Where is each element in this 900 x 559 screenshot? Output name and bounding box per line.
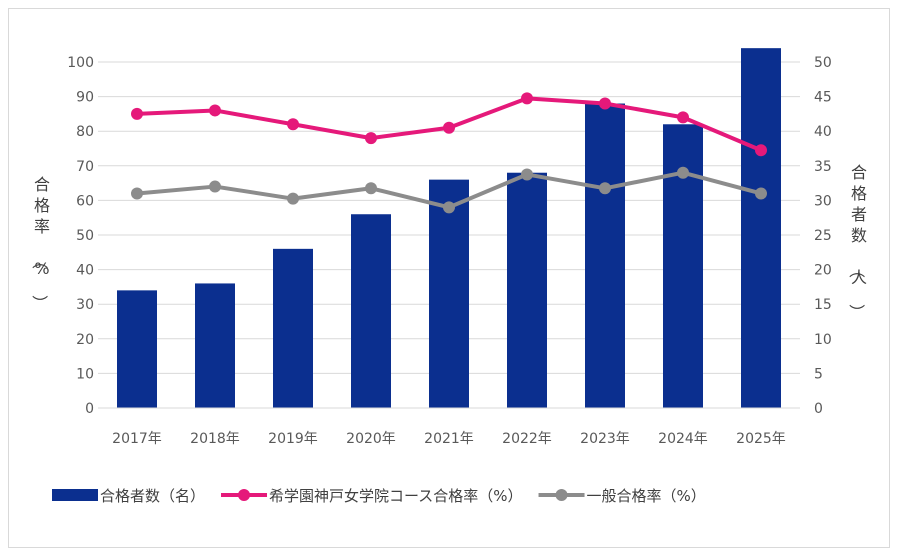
left-tick-label: 70 bbox=[76, 159, 94, 175]
right-tick-label: 45 bbox=[814, 90, 832, 106]
right-tick-label: 50 bbox=[814, 55, 832, 71]
line-point bbox=[521, 92, 533, 105]
bar bbox=[429, 179, 469, 408]
line-point bbox=[755, 144, 767, 157]
x-axis-ticks: 2017年 2018年 2019年 2020年 2021年 2022年 2023年 2024年… bbox=[112, 431, 786, 447]
line-point bbox=[599, 182, 611, 195]
x-tick-label: 2022年 bbox=[502, 431, 552, 447]
legend-label: 一般合格率（%） bbox=[587, 487, 706, 505]
right-tick-label: 30 bbox=[814, 193, 832, 209]
left-tick-label: 30 bbox=[76, 297, 94, 313]
bar bbox=[507, 172, 547, 408]
line-point bbox=[365, 182, 377, 195]
line-point bbox=[521, 168, 533, 181]
line-point bbox=[677, 111, 689, 124]
line-point bbox=[443, 121, 455, 134]
right-tick-label: 25 bbox=[814, 228, 832, 244]
x-tick-label: 2023年 bbox=[580, 431, 630, 447]
x-tick-label: 2025年 bbox=[736, 431, 786, 447]
left-axis-title: 合格率（%） bbox=[30, 175, 50, 311]
bar bbox=[351, 214, 391, 408]
right-tick-label: 15 bbox=[814, 297, 832, 313]
line-point bbox=[287, 118, 299, 131]
legend-marker bbox=[238, 489, 251, 501]
bar bbox=[117, 290, 157, 408]
left-tick-label: 40 bbox=[76, 263, 94, 279]
left-tick-label: 80 bbox=[76, 124, 94, 140]
right-tick-label: 20 bbox=[814, 263, 832, 279]
axis-title-text: 合格者数（人） bbox=[847, 163, 867, 320]
legend-label: 希学園神戸女学院コース合格率（%） bbox=[269, 487, 523, 505]
axis-title-text: 合格率（%） bbox=[30, 175, 50, 311]
line-point bbox=[443, 201, 455, 214]
bar bbox=[195, 283, 235, 408]
legend-swatch bbox=[52, 489, 98, 501]
bar-series bbox=[117, 48, 781, 409]
x-tick-label: 2019年 bbox=[268, 431, 318, 447]
line-point bbox=[287, 192, 299, 205]
right-tick-label: 35 bbox=[814, 159, 832, 175]
left-tick-label: 90 bbox=[76, 90, 94, 106]
line-point bbox=[599, 97, 611, 110]
x-tick-label: 2021年 bbox=[424, 431, 474, 447]
right-axis-ticks: 0 5 10 15 20 25 30 35 40 45 50 bbox=[814, 55, 832, 417]
line-point bbox=[131, 107, 143, 120]
left-tick-label: 20 bbox=[76, 332, 94, 348]
line-point bbox=[209, 180, 221, 193]
legend-item: 希学園神戸女学院コース合格率（%） bbox=[221, 487, 523, 505]
line-point bbox=[131, 187, 143, 200]
legend-marker bbox=[555, 489, 568, 501]
x-tick-label: 2017年 bbox=[112, 431, 162, 447]
legend-label: 合格者数（名） bbox=[100, 487, 205, 505]
line-point bbox=[209, 104, 221, 117]
x-tick-label: 2024年 bbox=[658, 431, 708, 447]
left-tick-label: 0 bbox=[85, 401, 94, 417]
left-tick-label: 60 bbox=[76, 193, 94, 209]
bar bbox=[273, 248, 313, 408]
right-tick-label: 40 bbox=[814, 124, 832, 140]
x-tick-label: 2020年 bbox=[346, 431, 396, 447]
right-axis-title: 合格者数（人） bbox=[847, 163, 867, 320]
bar bbox=[741, 48, 781, 408]
legend: 合格者数（名） 希学園神戸女学院コース合格率（%） 一般合格率（%） bbox=[52, 487, 706, 505]
left-tick-label: 10 bbox=[76, 366, 94, 382]
right-tick-label: 10 bbox=[814, 332, 832, 348]
line-point bbox=[677, 166, 689, 179]
right-tick-label: 0 bbox=[814, 401, 823, 417]
bar bbox=[585, 103, 625, 409]
right-tick-label: 5 bbox=[814, 366, 823, 382]
legend-item: 合格者数（名） bbox=[52, 487, 205, 505]
left-tick-label: 50 bbox=[76, 228, 94, 244]
left-axis-ticks: 0 10 20 30 40 50 60 70 80 90 100 bbox=[67, 55, 94, 417]
line-point bbox=[755, 187, 767, 200]
legend-item: 一般合格率（%） bbox=[538, 487, 706, 505]
x-tick-label: 2018年 bbox=[190, 431, 240, 447]
line-series bbox=[131, 92, 767, 214]
line-point bbox=[365, 132, 377, 145]
left-tick-label: 100 bbox=[67, 55, 94, 71]
